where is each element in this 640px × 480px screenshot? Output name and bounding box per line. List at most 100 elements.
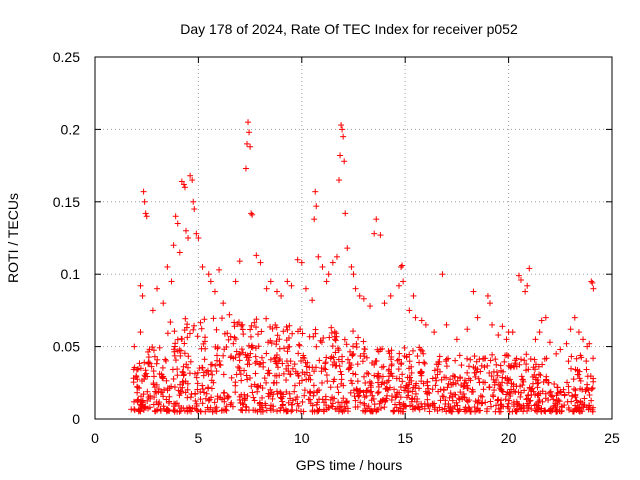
data-point: [142, 403, 149, 410]
y-tick-label: 0.1: [61, 266, 81, 282]
data-point: [419, 403, 426, 410]
data-point: [340, 395, 347, 402]
data-point: [184, 386, 191, 393]
data-point: [172, 340, 179, 347]
data-point: [199, 364, 206, 371]
data-point: [397, 384, 404, 391]
data-point: [565, 358, 572, 365]
data-point: [286, 343, 293, 350]
data-point: [170, 242, 177, 249]
data-point: [265, 370, 272, 377]
data-point: [248, 322, 255, 329]
data-point: [201, 316, 208, 323]
data-point: [159, 389, 166, 396]
data-point: [199, 400, 206, 407]
data-point: [317, 337, 324, 344]
data-point: [169, 366, 176, 373]
data-point: [436, 404, 443, 411]
data-point: [291, 388, 298, 395]
data-point: [561, 391, 568, 398]
data-point: [189, 177, 196, 184]
data-point: [181, 350, 188, 357]
data-point: [456, 407, 463, 414]
data-point: [439, 393, 446, 400]
data-point: [409, 406, 416, 413]
data-point: [298, 259, 305, 266]
data-point: [566, 406, 573, 413]
data-point: [149, 307, 156, 314]
data-point: [304, 359, 311, 366]
y-tick-label: 0.2: [61, 121, 81, 137]
data-point: [386, 366, 393, 373]
data-point: [527, 397, 534, 404]
data-point: [377, 232, 384, 239]
data-point: [371, 372, 378, 379]
data-point: [197, 396, 204, 403]
data-point: [151, 394, 158, 401]
data-point: [337, 152, 344, 159]
data-point: [332, 337, 339, 344]
data-point: [408, 369, 415, 376]
data-point: [211, 399, 218, 406]
data-point: [184, 321, 191, 328]
data-point: [170, 375, 177, 382]
data-point: [254, 388, 261, 395]
data-point: [267, 337, 274, 344]
data-point: [392, 394, 399, 401]
data-point: [437, 386, 444, 393]
data-point: [339, 126, 346, 133]
data-point: [227, 354, 234, 361]
data-point: [306, 389, 313, 396]
data-point: [573, 407, 580, 414]
data-point: [472, 365, 479, 372]
data-point: [479, 400, 486, 407]
data-point: [545, 379, 552, 386]
data-point: [201, 356, 208, 363]
y-axis-label: ROTI / TECUs: [5, 193, 21, 283]
data-point: [354, 361, 361, 368]
data-point: [146, 404, 153, 411]
data-point: [433, 377, 440, 384]
data-point: [244, 361, 251, 368]
data-point: [310, 382, 317, 389]
data-point: [275, 364, 282, 371]
data-point: [367, 303, 374, 310]
data-point: [267, 356, 274, 363]
data-point: [134, 366, 141, 373]
data-point: [493, 376, 500, 383]
data-point: [457, 375, 464, 382]
data-point: [461, 380, 468, 387]
data-point: [213, 326, 220, 333]
data-point: [258, 328, 265, 335]
y-tick-label: 0.05: [53, 339, 80, 355]
data-point: [280, 370, 287, 377]
data-point: [385, 348, 392, 355]
data-point: [323, 372, 330, 379]
data-point: [570, 376, 577, 383]
data-point: [236, 258, 243, 265]
data-point: [436, 353, 443, 360]
data-point: [419, 347, 426, 354]
data-point: [329, 361, 336, 368]
data-point: [385, 377, 392, 384]
data-point: [507, 364, 514, 371]
data-point: [163, 377, 170, 384]
data-point: [248, 343, 255, 350]
data-point: [524, 282, 531, 289]
data-point: [199, 382, 206, 389]
data-point: [381, 300, 388, 307]
data-point: [271, 355, 278, 362]
data-point: [424, 382, 431, 389]
data-point: [486, 384, 493, 391]
data-point: [360, 407, 367, 414]
data-point: [513, 363, 520, 370]
data-point: [160, 300, 167, 307]
data-point: [174, 348, 181, 355]
data-point: [452, 380, 459, 387]
data-point: [519, 382, 526, 389]
data-point: [533, 374, 540, 381]
data-point: [421, 360, 428, 367]
data-point: [350, 387, 357, 394]
data-point: [473, 358, 480, 365]
data-point: [395, 366, 402, 373]
